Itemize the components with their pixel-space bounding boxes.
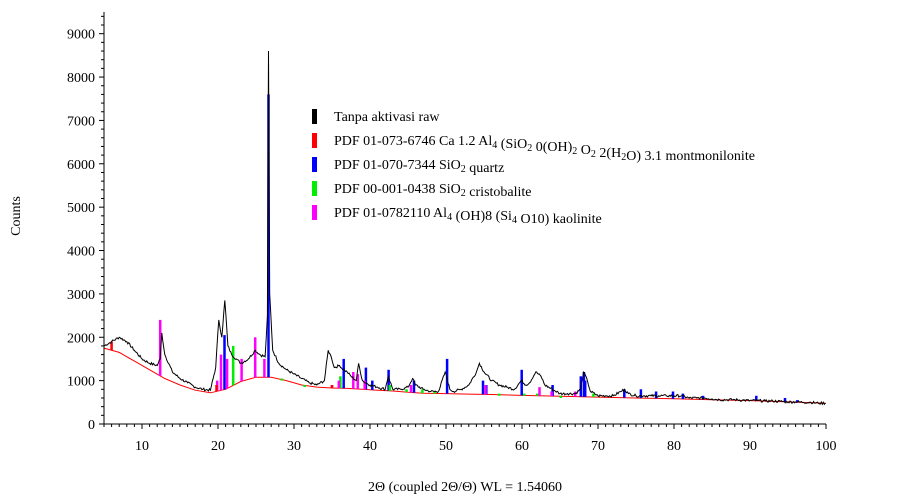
x-tick-label: 30 [287,439,301,454]
y-tick-label: 7000 [67,114,95,129]
legend-entry: PDF 01-0782110 Al4 (OH)8 (Si4 O10) kaoli… [334,206,602,227]
background-curve-layer [103,347,827,404]
x-axis-title: 2Θ (coupled 2Θ/Θ) WL = 1.54060 [368,480,562,495]
legend-swatch [312,205,317,220]
legend-swatch [312,181,317,196]
x-tick-label: 20 [211,439,225,454]
y-tick-label: 5000 [67,201,95,216]
legend: Tanpa aktivasi raw PDF 01-073-6746 Ca 1.2… [312,109,755,227]
legend-swatch [312,109,317,124]
legend-entry: Tanpa aktivasi raw [334,110,440,125]
x-tick-label: 100 [816,439,837,454]
legend-entry: PDF 01-070-7344 SiO2 quartz [334,158,504,176]
x-tick-label: 40 [363,439,377,454]
x-tick-label: 90 [743,439,757,454]
x-tick-label: 50 [439,439,453,454]
x-tick-label: 60 [515,439,529,454]
y-tick-label: 6000 [67,158,95,173]
x-tick-label: 10 [135,439,149,454]
y-tick-label: 0 [88,418,95,433]
legend-entry: PDF 01-073-6746 Ca 1.2 Al4 (SiO2 0(OH)2 … [334,134,755,164]
y-tick-label: 3000 [67,288,95,303]
y-tick-label: 9000 [67,28,95,43]
raw-pattern-line [103,50,826,406]
raw-pattern-layer [103,50,826,406]
legend-swatch [312,133,317,148]
axes: 0 1000 2000 3000 4000 5000 6000 7000 8000 9000 10 2… [67,12,837,454]
y-axis-title: Counts [9,196,24,236]
legend-swatch [312,157,317,172]
legend-entry: PDF 00-001-0438 SiO2 cristobalite [334,182,532,200]
x-tick-label: 70 [591,439,605,454]
y-tick-label: 8000 [67,71,95,86]
y-tick-label: 1000 [67,375,95,390]
y-tick-label: 4000 [67,245,95,260]
y-tick-label: 2000 [67,331,95,346]
background-curve [103,347,827,404]
x-tick-label: 80 [667,439,681,454]
